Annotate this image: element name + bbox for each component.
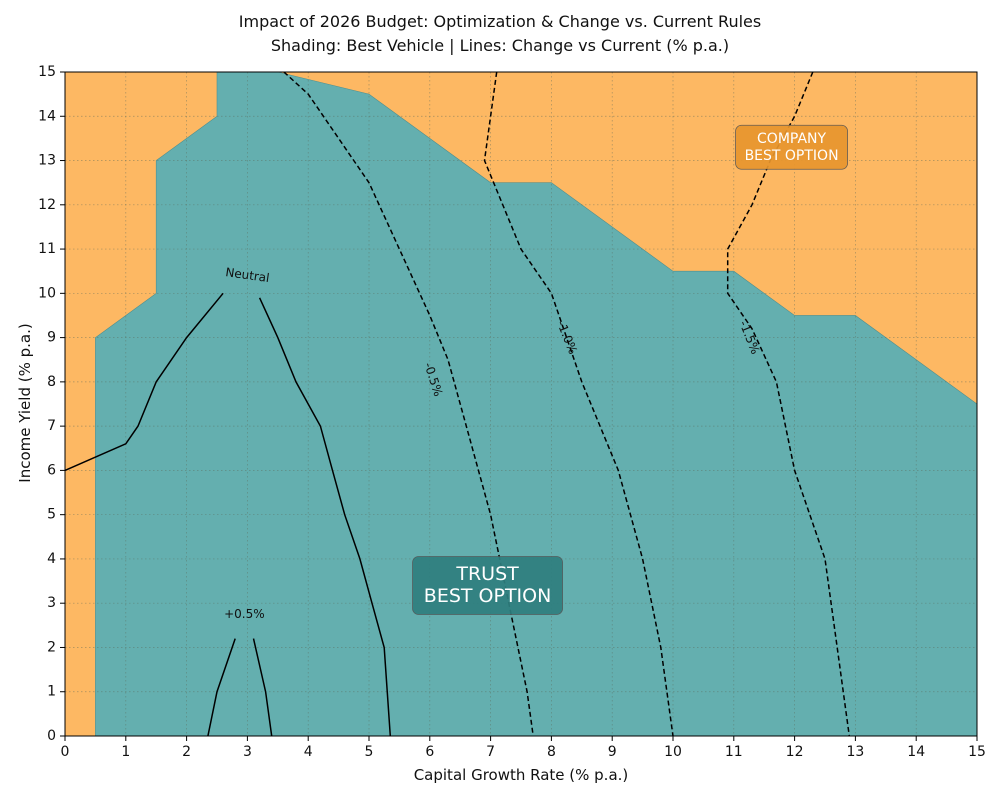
- x-tick-label: 14: [907, 744, 925, 760]
- contour-line: [207, 638, 236, 737]
- y-tick-label: 10: [38, 285, 56, 301]
- y-tick-label: 2: [47, 639, 56, 655]
- plot-frame: [64, 71, 978, 737]
- x-tick-label: 0: [61, 744, 70, 760]
- company-label-box: [735, 124, 848, 170]
- contour-label: +0.5%: [224, 607, 265, 621]
- x-tick-label: 2: [182, 744, 191, 760]
- company-label-text: BEST OPTION: [745, 148, 839, 164]
- y-tick-label: 7: [47, 418, 56, 434]
- y-tick-label: 11: [38, 241, 56, 257]
- contour-line: [483, 71, 674, 737]
- contour-line: [283, 71, 534, 737]
- x-tick-label: 5: [365, 744, 374, 760]
- x-tick-label: 8: [547, 744, 556, 760]
- y-tick-label: 12: [38, 197, 56, 213]
- y-tick-label: 14: [38, 108, 56, 124]
- y-tick-label: 6: [47, 462, 56, 478]
- x-tick-label: 10: [664, 744, 682, 760]
- y-tick-label: 15: [38, 64, 56, 80]
- company-label-text: COMPANY: [757, 131, 826, 147]
- y-tick-label: 13: [38, 153, 56, 169]
- chart-subtitle: Shading: Best Vehicle | Lines: Change vs…: [270, 36, 730, 55]
- x-tick-label: 12: [786, 744, 804, 760]
- x-tick-label: 15: [968, 744, 986, 760]
- y-tick-label: 3: [47, 595, 56, 611]
- trust-label-text: TRUST: [455, 563, 519, 585]
- trust-label-box: [412, 556, 563, 615]
- chart-title: Impact of 2026 Budget: Optimization & Ch…: [238, 12, 762, 31]
- contour-line: [64, 292, 224, 472]
- x-axis-label: Capital Growth Rate (% p.a.): [414, 766, 629, 784]
- x-tick-label: 3: [243, 744, 252, 760]
- x-tick-label: 13: [846, 744, 864, 760]
- y-tick-label: 4: [47, 551, 56, 567]
- contour-line: [258, 297, 392, 737]
- x-tick-label: 11: [725, 744, 743, 760]
- x-tick-label: 9: [608, 744, 617, 760]
- trust-label-text: BEST OPTION: [424, 585, 552, 607]
- x-tick-label: 4: [304, 744, 313, 760]
- y-tick-label: 8: [47, 374, 56, 390]
- x-tick-label: 6: [425, 744, 434, 760]
- contour-label: Neutral: [225, 265, 271, 285]
- y-tick-label: 0: [47, 728, 56, 744]
- y-axis-label: Income Yield (% p.a.): [16, 323, 34, 482]
- y-tick-label: 1: [47, 684, 56, 700]
- x-tick-label: 1: [121, 744, 130, 760]
- contour-line: [252, 638, 273, 737]
- y-tick-label: 5: [47, 507, 56, 523]
- y-tick-label: 9: [47, 330, 56, 346]
- trust-region: [95, 71, 978, 737]
- x-tick-label: 7: [486, 744, 495, 760]
